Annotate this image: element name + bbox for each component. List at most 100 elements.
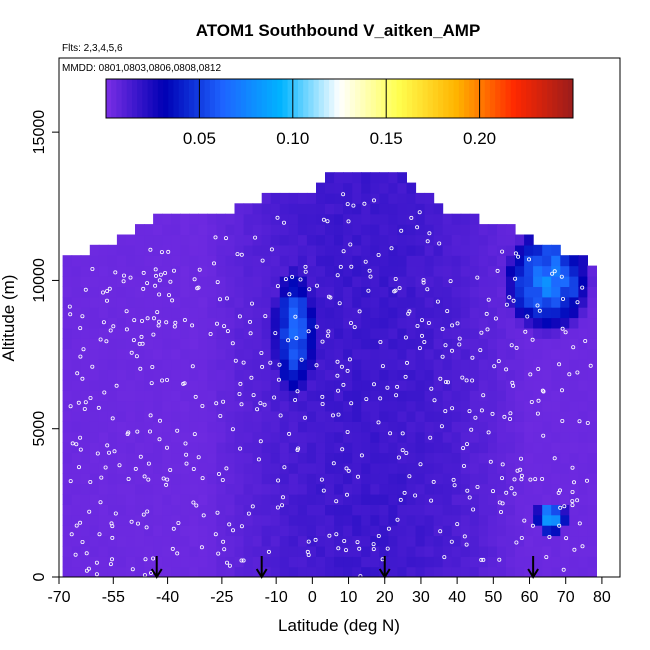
sample-point — [135, 429, 140, 434]
heatmap-cell — [533, 276, 543, 287]
heatmap-cell — [316, 244, 326, 256]
heatmap-cell — [460, 483, 471, 495]
sample-point — [572, 480, 577, 485]
heatmap-cell — [451, 224, 462, 236]
heatmap-cell — [297, 307, 308, 319]
sample-point — [535, 411, 540, 416]
heatmap-cell — [234, 473, 245, 485]
colorbar-tick-label: 0.10 — [276, 129, 309, 148]
sample-point — [200, 403, 205, 408]
heatmap-cell — [560, 338, 570, 350]
heatmap-cell — [171, 213, 181, 225]
heatmap-cell — [107, 317, 118, 329]
heatmap-cell — [433, 296, 444, 308]
heatmap-cell — [126, 556, 136, 568]
heatmap-cell — [261, 514, 272, 526]
heatmap-cell — [343, 431, 353, 443]
heatmap-cell — [515, 234, 525, 246]
sample-point — [396, 455, 401, 460]
sample-point — [438, 376, 443, 381]
heatmap-cell — [62, 525, 73, 537]
heatmap-cell — [542, 400, 552, 412]
heatmap-cell — [397, 535, 407, 547]
heatmap-cell — [343, 276, 353, 287]
heatmap-cell — [361, 276, 371, 287]
heatmap-cell — [89, 327, 100, 339]
heatmap-cell — [98, 556, 109, 568]
heatmap-cell — [460, 504, 471, 516]
heatmap-cell — [343, 203, 353, 215]
heatmap-cell — [180, 504, 190, 516]
sample-point — [230, 427, 235, 432]
colorbar-cell — [183, 79, 190, 118]
heatmap-cell — [270, 255, 281, 267]
sample-point — [334, 532, 339, 537]
heatmap-cell — [270, 462, 281, 474]
heatmap-cell — [361, 566, 371, 577]
heatmap-cell — [243, 379, 254, 391]
heatmap-cell — [261, 421, 272, 433]
sample-point — [325, 219, 330, 224]
heatmap-cell — [433, 224, 444, 236]
heatmap-cell — [487, 369, 498, 381]
colorbar-cell — [246, 79, 252, 118]
colorbar-cell — [521, 79, 527, 118]
heatmap-cell — [352, 400, 362, 412]
sample-point — [104, 339, 109, 344]
sample-point — [580, 544, 585, 549]
sample-point — [479, 408, 484, 413]
heatmap-cell — [270, 421, 281, 433]
heatmap-cell — [542, 514, 552, 526]
heatmap-cell — [352, 566, 362, 577]
heatmap-cell — [279, 296, 290, 308]
sample-point — [577, 419, 582, 424]
heatmap-cell — [98, 379, 109, 391]
heatmap-cell — [533, 556, 543, 568]
heatmap-cell — [288, 265, 299, 277]
sample-point — [110, 416, 115, 421]
y-tick-label: 15000 — [31, 110, 48, 155]
heatmap-cell — [551, 317, 561, 329]
heatmap-cell — [397, 338, 407, 350]
sample-point — [157, 418, 162, 423]
sample-point — [428, 435, 433, 440]
heatmap-cell — [252, 483, 263, 495]
sample-point — [393, 276, 398, 281]
sample-point — [170, 298, 175, 303]
heatmap-cell — [261, 244, 272, 256]
heatmap-cell — [406, 462, 417, 474]
heatmap-cell — [343, 400, 353, 412]
heatmap-cell — [288, 483, 299, 495]
sample-point — [68, 404, 73, 409]
heatmap-cell — [496, 296, 507, 308]
heatmap-cell — [451, 338, 462, 350]
heatmap-cell — [352, 535, 362, 547]
heatmap-cell — [144, 348, 154, 360]
heatmap-cell — [587, 421, 597, 433]
heatmap-cell — [569, 494, 579, 505]
sample-point — [197, 267, 202, 272]
x-tick-label: 10 — [340, 589, 358, 606]
heatmap-cell — [478, 317, 489, 329]
heatmap-cell — [234, 452, 245, 464]
heatmap-cell — [261, 224, 272, 236]
heatmap-cell — [370, 514, 380, 526]
heatmap-cell — [424, 307, 435, 319]
heatmap-cell — [587, 545, 597, 557]
heatmap-cell — [216, 348, 226, 360]
heatmap-cell — [334, 224, 344, 236]
sample-point — [238, 381, 243, 386]
heatmap-cell — [288, 494, 299, 505]
heatmap-cell — [116, 462, 127, 474]
sample-point — [493, 316, 498, 321]
heatmap-cell — [542, 338, 552, 350]
heatmap-cell — [234, 255, 245, 267]
heatmap-cell — [62, 379, 73, 391]
heatmap-cell — [515, 566, 525, 577]
heatmap-cell — [279, 192, 290, 204]
heatmap-cell — [252, 244, 263, 256]
heatmap-cell — [370, 545, 380, 557]
sample-point — [406, 311, 411, 316]
heatmap-cell — [478, 244, 489, 256]
heatmap-cell — [243, 348, 254, 360]
